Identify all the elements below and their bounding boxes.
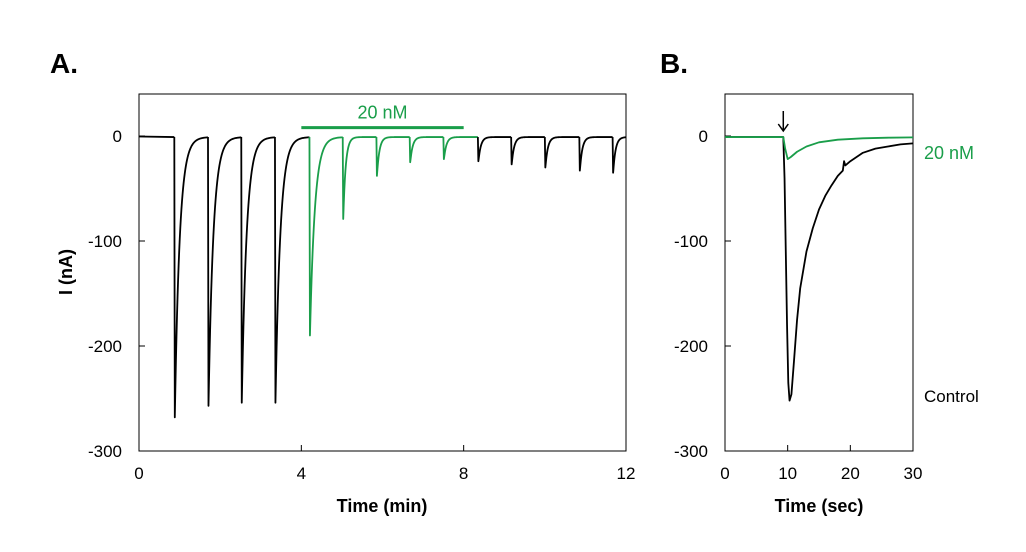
panel-a-x-axis-label: Time (min) xyxy=(337,496,428,516)
panel-b-data xyxy=(725,111,914,402)
legend-20nm: 20 nM xyxy=(924,143,974,163)
trace-control xyxy=(725,136,914,402)
panel-b-y-tick-label: 0 xyxy=(699,127,708,146)
panel-a-y-tick-label: -100 xyxy=(88,232,122,251)
current-pulse-control xyxy=(207,136,242,407)
panel-a-label: A. xyxy=(50,48,78,79)
panel-b-y-tick-label: -100 xyxy=(674,232,708,251)
panel-b-axes-frame xyxy=(724,93,914,452)
panel-b-x-axis-label: Time (sec) xyxy=(775,496,864,516)
panel-b-x-tick-label: 0 xyxy=(720,464,729,483)
panel-a-y-tick-label: -300 xyxy=(88,442,122,461)
drug-bar-label: 20 nM xyxy=(357,103,407,123)
legend-control: Control xyxy=(924,387,979,406)
panel-a-axes-frame xyxy=(138,93,627,452)
panel-b-x-tick-label: 30 xyxy=(904,464,923,483)
current-pulse-treatment xyxy=(408,136,444,164)
current-pulse-control xyxy=(476,136,512,163)
panel-b-y-tick-label: -300 xyxy=(674,442,708,461)
panel-a-x-tick-label: 12 xyxy=(617,464,636,483)
panel-b-y-tick-label: -200 xyxy=(674,337,708,356)
panel-a-x-tick-label: 4 xyxy=(297,464,306,483)
panel-a-data xyxy=(138,126,627,419)
current-pulse-control xyxy=(274,136,310,404)
trace-treatment xyxy=(725,136,914,160)
panel-a-ticks: 0 4 8 12 0 -100 -200 -300 xyxy=(88,127,635,483)
panel-b-x-tick-label: 10 xyxy=(778,464,797,483)
panel-a-y-tick-label: -200 xyxy=(88,337,122,356)
current-pulse-control xyxy=(578,136,613,172)
current-pulse-control xyxy=(510,136,546,166)
current-pulse-control xyxy=(240,136,276,404)
current-pulse-control xyxy=(173,136,209,419)
panel-a-x-tick-label: 8 xyxy=(459,464,468,483)
current-pulse-treatment xyxy=(442,136,479,160)
panel-a: A. 0 4 8 120-100-200-300 Time (min) I (nA) … xyxy=(50,48,635,516)
current-pulse-treatment xyxy=(308,136,344,337)
current-pulse-control xyxy=(611,136,627,174)
panel-a-x-tick-label: 0 xyxy=(134,464,143,483)
panel-b-label: B. xyxy=(660,48,688,79)
panel-b: B. 0 10 20 30 0 -100 -200 -300 Time (sec) 20 nM… xyxy=(660,48,979,516)
stimulus-arrow-icon xyxy=(777,123,789,133)
baseline-trace xyxy=(138,135,175,138)
panel-b-x-tick-label: 20 xyxy=(841,464,860,483)
panel-a-y-tick-label: 0 xyxy=(113,127,122,146)
panel-b-ticks: 0 10 20 30 0 -100 -200 -300 xyxy=(674,127,922,483)
panel-a-y-axis-label: I (nA) xyxy=(56,249,76,295)
current-pulse-control xyxy=(543,136,580,169)
current-pulse-treatment xyxy=(375,136,411,177)
current-pulse-treatment xyxy=(341,136,377,220)
